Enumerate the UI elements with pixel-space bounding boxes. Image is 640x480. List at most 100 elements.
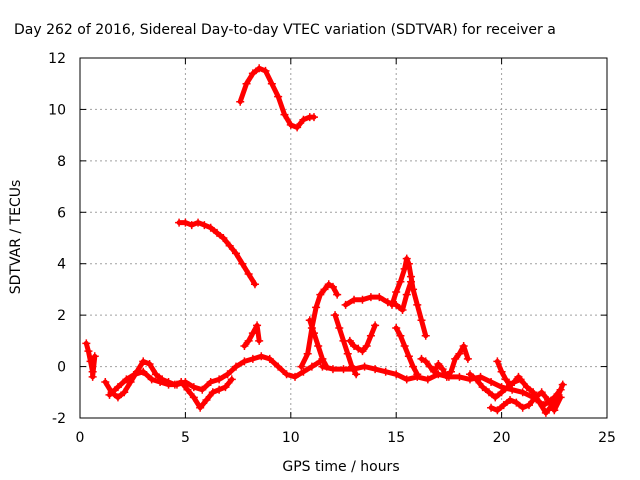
data-point [350,342,359,350]
data-point [299,115,308,124]
data-point [487,378,496,386]
series-track-tail-16 [417,342,472,381]
data-point [371,321,380,330]
data-point [352,370,361,379]
series-track [393,325,420,377]
data-point [487,403,496,412]
data-point [101,378,110,386]
y-tick-label: 4 [57,257,66,273]
data-point [139,367,148,376]
y-tick-label: 10 [48,102,66,118]
data-point [206,223,215,232]
data-point [478,383,487,392]
data-point [535,398,544,407]
data-point [208,388,217,397]
series-track-hump-12 [297,280,342,371]
data-point [244,336,253,345]
data-point [274,362,283,371]
data-point [531,393,540,402]
series-track-hump-12-b [305,316,331,371]
series-track [343,279,414,313]
series-track [494,358,521,388]
data-point [409,285,418,294]
series-track-tail-20 [493,357,523,389]
data-point [253,321,262,330]
data-point [257,352,266,361]
data-point [360,362,369,371]
x-axis-label: GPS time / hours [282,459,399,475]
data-point [417,354,426,363]
data-point [189,383,198,392]
data-point [206,378,215,386]
chart-title: Day 262 of 2016, Sidereal Day-to-day VTE… [14,22,556,38]
x-tick-label: 10 [282,430,300,446]
data-point [558,380,567,389]
series-track-peak-15-b [392,324,422,379]
data-point [417,316,426,325]
y-axis-label: SDTVAR / TECUs [8,180,24,295]
data-point [350,295,359,304]
data-point [463,354,472,363]
data-point [497,367,506,376]
data-point [314,342,323,350]
data-point [244,270,253,278]
data-point [265,354,274,363]
data-point [333,290,342,299]
x-tick-label: 20 [493,430,511,446]
data-point [398,306,407,314]
data-point [493,406,502,415]
data-point [406,272,415,281]
series-track-dip-13 [345,321,380,356]
data-point [413,300,422,309]
data-point [328,282,337,291]
data-point [442,372,451,381]
data-point [248,69,257,78]
data-points [82,64,567,417]
data-point [438,365,447,374]
data-point [156,378,165,386]
data-point [267,79,276,88]
data-point [316,290,325,299]
grid [80,58,607,418]
data-point [343,349,352,358]
data-point [113,383,122,392]
data-point [518,388,527,397]
data-point [113,393,122,402]
data-point [242,79,251,88]
data-point [392,370,401,379]
data-point [309,113,318,122]
data-point [402,254,411,263]
data-point [484,388,493,397]
data-point [236,97,245,106]
data-point [508,385,517,394]
y-tick-label: 8 [57,154,66,170]
data-point [400,342,409,350]
data-point [421,357,430,366]
data-point [250,280,259,289]
data-point [409,362,418,371]
data-point [248,329,257,338]
series-track [488,389,564,413]
series-track-mid-arc [175,218,259,289]
data-point [396,331,405,340]
data-point [451,354,460,363]
data-point [105,390,114,399]
data-point [345,336,354,345]
data-point [413,370,422,379]
data-point [223,370,232,379]
data-point [240,357,249,366]
data-point [219,234,228,242]
series-track [107,353,323,398]
series-track-upper-arc [236,64,318,132]
data-point [225,241,234,250]
data-point [183,385,192,394]
data-point [476,372,485,381]
data-point [248,354,257,363]
series-track-peak-15 [387,254,430,340]
data-point [194,218,203,227]
data-point [362,342,371,350]
data-point [305,316,314,325]
data-point [322,362,331,371]
data-point [434,370,443,379]
